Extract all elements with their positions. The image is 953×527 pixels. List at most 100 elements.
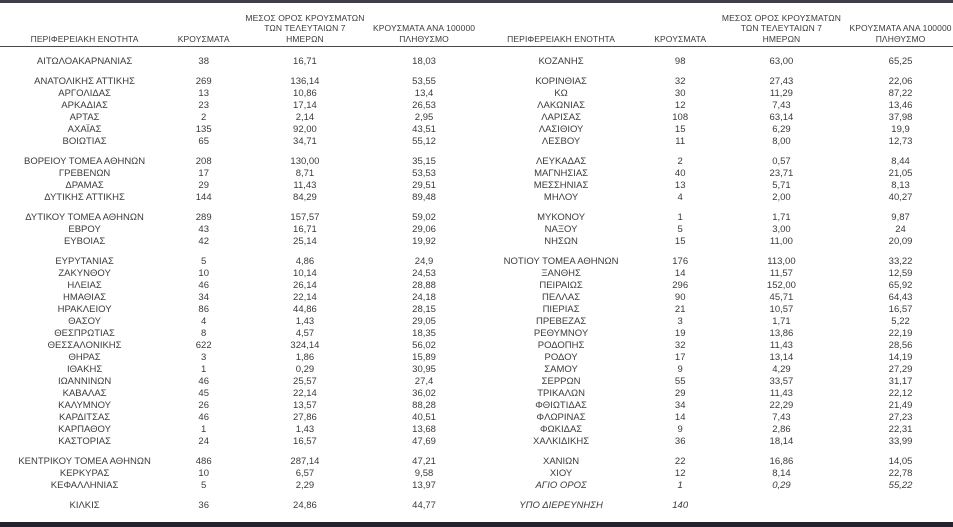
cases-cell: 13	[198, 88, 209, 99]
table-right-header: ΠΕΡΙΦΕΡΕΙΑΚΗ ΕΝΟΤΗΤΑ ΚΡΟΥΣΜΑΤΑ ΜΕΣΟΣ ΟΡΟ…	[476, 3, 953, 47]
row-group: ΜΥΚΟΝΟΥ 1 1,71 9,87 ΝΑΞΟΥ 5 3,00 24 ΝΗΣΩΝ 15 11,00…	[477, 212, 953, 248]
region-cell: ΗΛΕΙΑΣ	[67, 280, 102, 291]
table-row: ΘΕΣΣΑΛΟΝΙΚΗΣ 622 324,14 56,02	[0, 340, 477, 352]
cases-cell: 29	[198, 180, 209, 191]
per100k-cell: 19,9	[891, 124, 910, 135]
table-row: ΑΡΚΑΔΙΑΣ 23 17,14 26,53	[0, 100, 477, 112]
avg7-cell: 2,29	[295, 480, 315, 491]
cases-cell: 17	[198, 168, 209, 179]
cases-cell: 90	[674, 292, 686, 303]
region-cell: ΚΕΝΤΡΙΚΟΥ ΤΟΜΕΑ ΑΘΗΝΩΝ	[18, 456, 151, 467]
table-row: ΚΑΒΑΛΑΣ 45 22,14 36,02	[0, 388, 477, 400]
region-cell: ΑΝΑΤΟΛΙΚΗΣ ΑΤΤΙΚΗΣ	[34, 76, 135, 87]
header-avg7: ΜΕΣΟΣ ΟΡΟΣ ΚΡΟΥΣΜΑΤΩΝ ΤΩΝ ΤΕΛΕΥΤΑΙΩΝ 7 Η…	[715, 13, 848, 45]
row-group: ΥΠΟ ΔΙΕΡΕΥΝΗΣΗ 140	[477, 500, 953, 512]
per100k-cell: 43,51	[412, 124, 436, 135]
avg7-cell: 63,14	[769, 112, 794, 123]
table-row: ΗΜΑΘΙΑΣ 34 22,14 24,18	[0, 292, 477, 304]
region-cell: ΝΗΣΩΝ	[544, 236, 578, 247]
table-row: ΔΥΤΙΚΗΣ ΑΤΤΙΚΗΣ 144 84,29 89,48	[0, 192, 477, 204]
table-row: ΜΥΚΟΝΟΥ 1 1,71 9,87	[477, 212, 953, 224]
cases-cell: 3	[201, 352, 207, 363]
avg7-cell: 13,86	[769, 328, 794, 339]
table-row: ΛΑΣΙΘΙΟΥ 15 6,29 19,9	[477, 124, 953, 136]
table-row: ΚΩ 30 11,29 87,22	[477, 88, 953, 100]
region-cell: ΜΗΛΟΥ	[543, 192, 579, 203]
per100k-cell: 87,22	[888, 88, 913, 99]
region-cell: ΡΕΘΥΜΝΟΥ	[533, 328, 589, 339]
avg7-cell: 4,57	[295, 328, 315, 339]
cases-cell: 13	[674, 180, 686, 191]
table-row: ΛΑΚΩΝΙΑΣ 12 7,43 13,46	[477, 100, 953, 112]
region-cell: ΡΟΔΟΥ	[544, 352, 578, 363]
region-cell: ΜΑΓΝΗΣΙΑΣ	[534, 168, 589, 179]
region-cell: ΛΕΣΒΟΥ	[541, 136, 581, 147]
table-row: ΛΕΥΚΑΔΑΣ 2 0,57 8,44	[477, 156, 953, 168]
table-row: ΝΗΣΩΝ 15 11,00 20,09	[477, 236, 953, 248]
table-row: ΡΕΘΥΜΝΟΥ 19 13,86 22,19	[477, 328, 953, 340]
avg7-cell: 23,71	[769, 168, 794, 179]
cases-cell: 3	[677, 316, 683, 327]
header-per100k-line1: ΚΡΟΥΣΜΑΤΑ ΑΝΑ 100000	[373, 23, 476, 33]
table-right-body: ΚΟΖΑΝΗΣ 98 63,00 65,25 ΚΟΡΙΝΘΙΑΣ 32 27,43 22,06…	[477, 47, 953, 512]
per100k-cell: 56,02	[412, 340, 436, 351]
per100k-cell: 29,06	[412, 224, 436, 235]
table-row: ΕΥΒΟΙΑΣ 42 25,14 19,92	[0, 236, 477, 248]
per100k-cell: 24,18	[412, 292, 436, 303]
cases-cell: 98	[674, 56, 686, 67]
region-cell: ΘΗΡΑΣ	[68, 352, 101, 363]
cases-cell: 12	[674, 468, 686, 479]
per100k-cell: 18,35	[412, 328, 436, 339]
table-row: ΚΑΡΠΑΘΟΥ 1 1,43 13,68	[0, 424, 477, 436]
table-row: ΘΗΡΑΣ 3 1,86 15,89	[0, 352, 477, 364]
cases-cell: 42	[198, 236, 209, 247]
avg7-cell: 8,71	[295, 168, 315, 179]
avg7-cell: 27,43	[769, 76, 794, 87]
table-row: ΒΟΙΩΤΙΑΣ 65 34,71 55,12	[0, 136, 477, 148]
cases-cell: 34	[198, 292, 209, 303]
table-row: ΡΟΔΟΠΗΣ 32 11,43 28,56	[477, 340, 953, 352]
cases-cell: 1	[201, 424, 207, 435]
table-row: ΕΥΡΥΤΑΝΙΑΣ 5 4,86 24,9	[0, 256, 477, 268]
table-row: ΚΕΦΑΛΛΗΝΙΑΣ 5 2,29 13,97	[0, 480, 477, 492]
avg7-cell: 10,57	[769, 304, 794, 315]
cases-cell: 5	[201, 480, 207, 491]
row-group: ΧΑΝΙΩΝ 22 16,86 14,05 ΧΙΟΥ 12 8,14 22,78 ΑΓΙΟ ΟΡ…	[477, 456, 953, 492]
region-cell: ΗΡΑΚΛΕΙΟΥ	[57, 304, 112, 315]
table-row: ΑΡΓΟΛΙΔΑΣ 13 10,86 13,4	[0, 88, 477, 100]
region-cell: ΜΥΚΟΝΟΥ	[537, 212, 586, 223]
table-row: ΚΑΛΥΜΝΟΥ 26 13,57 88,28	[0, 400, 477, 412]
region-cell: ΚΕΡΚΥΡΑΣ	[59, 468, 110, 479]
avg7-cell: 2,14	[295, 112, 315, 123]
table-row: ΚΙΛΚΙΣ 36 24,86 44,77	[0, 500, 477, 512]
avg7-cell: 11,43	[769, 388, 793, 399]
avg7-cell: 8,00	[772, 136, 791, 147]
cases-cell: 140	[672, 500, 689, 511]
per100k-cell: 55,12	[412, 136, 436, 147]
cases-cell: 486	[195, 456, 212, 467]
region-cell: ΦΩΚΙΔΑΣ	[539, 424, 583, 435]
region-cell: ΚΕΦΑΛΛΗΝΙΑΣ	[50, 480, 119, 491]
region-cell: ΙΘΑΚΗΣ	[66, 364, 103, 375]
per100k-cell: 9,58	[414, 468, 434, 479]
per100k-cell: 9,87	[891, 212, 910, 223]
per100k-cell: 5,22	[891, 316, 910, 327]
avg7-cell: 324,14	[290, 340, 320, 351]
cases-cell: 29	[674, 388, 686, 399]
table-row: ΡΟΔΟΥ 17 13,14 14,19	[477, 352, 953, 364]
region-cell: ΚΑΛΥΜΝΟΥ	[58, 400, 111, 411]
avg7-cell: 1,71	[772, 316, 791, 327]
table-row: ΚΑΣΤΟΡΙΑΣ 24 16,57 47,69	[0, 436, 477, 448]
avg7-cell: 22,14	[293, 292, 317, 303]
header-avg7: ΜΕΣΟΣ ΟΡΟΣ ΚΡΟΥΣΜΑΤΩΝ ΤΩΝ ΤΕΛΕΥΤΑΙΩΝ 7 Η…	[238, 13, 371, 45]
avg7-cell: 13,57	[293, 400, 317, 411]
header-per100k-line2: ΠΛΗΘΥΣΜΟ	[399, 33, 449, 44]
per100k-cell: 21,49	[888, 400, 913, 411]
table-row: ΥΠΟ ΔΙΕΡΕΥΝΗΣΗ 140	[477, 500, 953, 512]
cases-cell: 30	[674, 88, 686, 99]
table-row: ΠΕΙΡΑΙΩΣ 296 152,00 65,92	[477, 280, 953, 292]
table-row: ΤΡΙΚΑΛΩΝ 29 11,43 22,12	[477, 388, 953, 400]
cases-cell: 176	[672, 256, 689, 267]
region-cell: ΧΑΝΙΩΝ	[543, 456, 580, 467]
avg7-cell: 0,57	[772, 156, 791, 167]
